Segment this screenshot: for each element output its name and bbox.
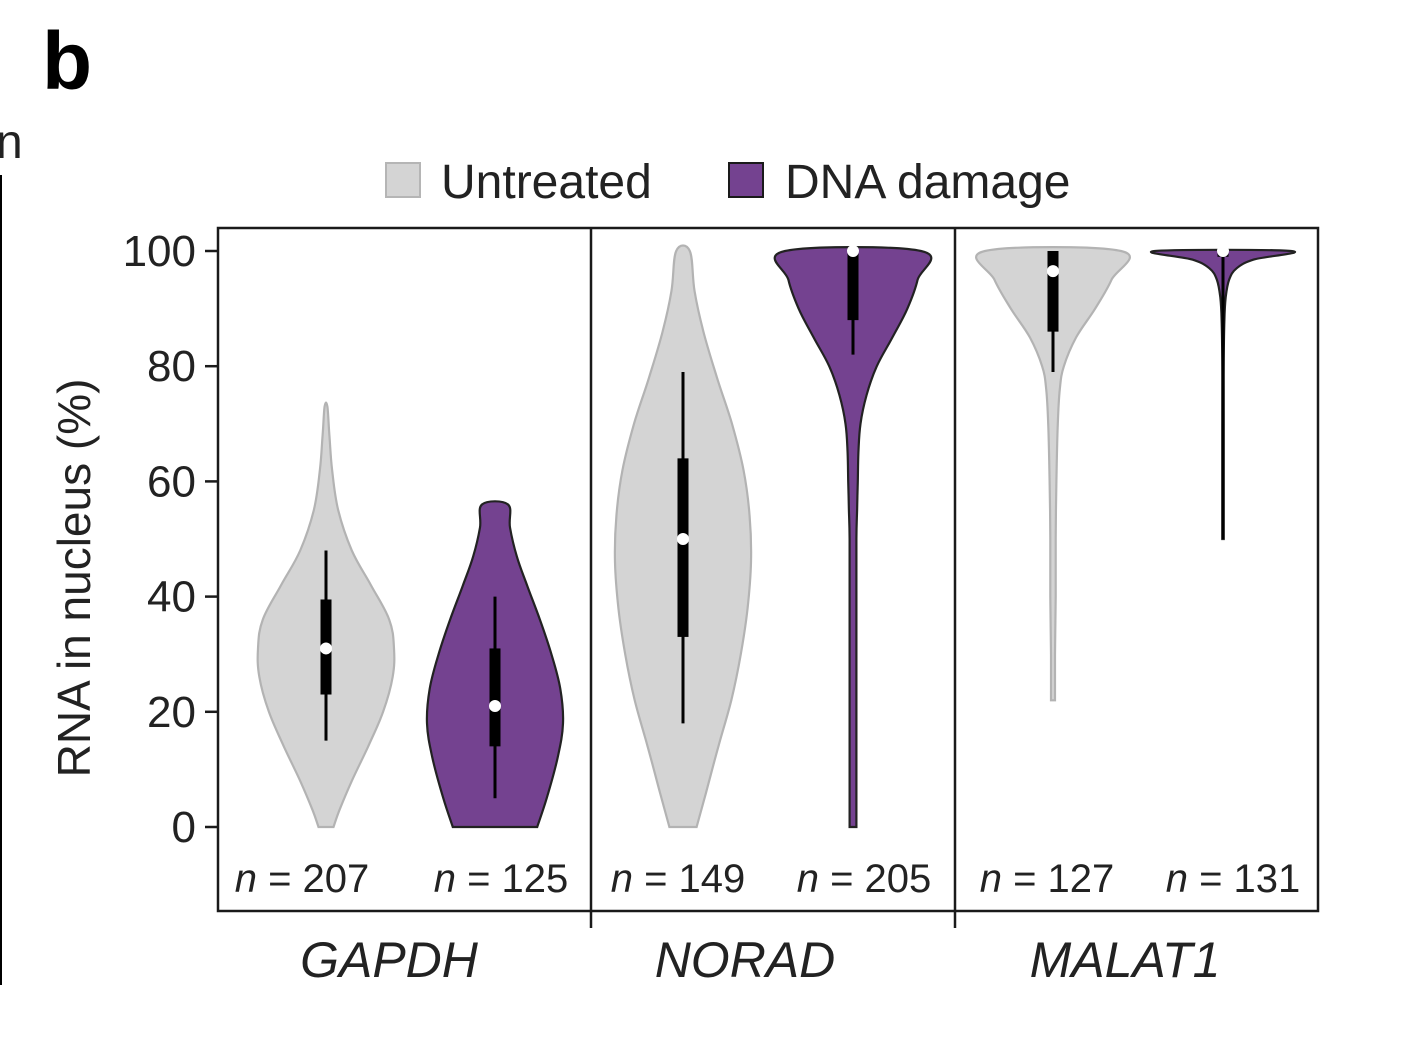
- y-tick-label: 40: [147, 573, 196, 622]
- iqr-box: [677, 458, 689, 637]
- y-tick-label: 20: [147, 688, 196, 737]
- iqr-box: [847, 251, 859, 321]
- median-point: [489, 700, 501, 713]
- panel-letter: b: [42, 16, 92, 107]
- median-point: [320, 642, 332, 655]
- iqr-box: [489, 648, 501, 747]
- plot-frame: [216, 226, 1320, 913]
- median-point: [1047, 265, 1059, 278]
- y-axis-title: RNA in nucleus (%): [48, 379, 100, 778]
- sample-size-label: n = 149: [611, 857, 746, 901]
- legend-label: DNA damage: [785, 156, 1071, 209]
- gene-label-gapdh: GAPDH: [300, 932, 479, 988]
- y-tick-label: 60: [147, 457, 196, 506]
- sample-size-label: n = 125: [434, 857, 569, 901]
- legend-label: Untreated: [441, 156, 652, 209]
- adjacent-panel-text-fragment: n: [0, 116, 23, 169]
- gene-label-norad: NORAD: [655, 932, 836, 988]
- y-tick-label: 80: [147, 342, 196, 391]
- y-axis: 0 20 40 60 80 100: [123, 227, 218, 852]
- legend-swatch: [385, 162, 421, 198]
- violin-malat1-untreated: [975, 246, 1131, 702]
- plot-area: n = 207 n = 125 GAPDH n = 149 n = 205 NORAD n …: [235, 228, 1301, 988]
- median-point: [677, 533, 689, 545]
- sample-size-label: n = 127: [980, 857, 1115, 901]
- median-point: [847, 245, 859, 257]
- median-point: [1217, 245, 1229, 257]
- sample-size-label: n = 205: [797, 857, 932, 901]
- legend-swatch: [728, 162, 764, 198]
- iqr-box: [1047, 251, 1059, 332]
- gene-label-malat1: MALAT1: [1030, 932, 1221, 988]
- y-tick-label: 0: [172, 803, 196, 852]
- legend: Untreated DNA damage: [385, 156, 1071, 209]
- sample-size-label: n = 131: [1166, 857, 1301, 901]
- y-tick-label: 100: [123, 227, 196, 276]
- violin-norad-dna-damage: [773, 246, 933, 829]
- sample-size-label: n = 207: [235, 857, 370, 901]
